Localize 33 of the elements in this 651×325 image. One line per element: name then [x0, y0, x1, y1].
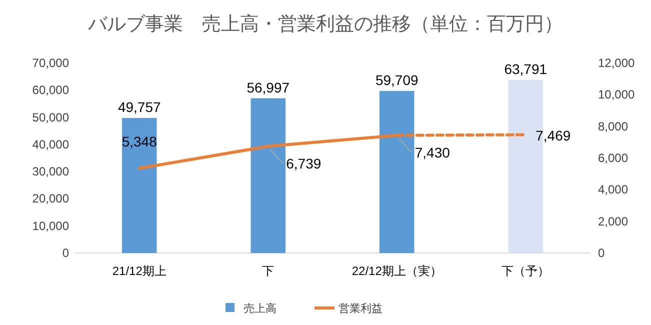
y-tick-label: 60,000: [32, 83, 70, 98]
bar: [379, 90, 414, 253]
x-tick-label: 下（予）: [502, 264, 550, 278]
legend-label: 営業利益: [338, 302, 382, 315]
data-label: 63,791: [504, 60, 548, 77]
y-tick-label: 40,000: [32, 137, 70, 152]
data-label: 7,469: [536, 128, 571, 144]
y2-tick-label: 10,000: [598, 88, 636, 102]
data-label: 56,997: [246, 79, 290, 96]
data-label: 59,709: [375, 72, 418, 88]
y2-tick-label: 8,000: [598, 119, 628, 134]
y-tick-label: 10,000: [32, 218, 70, 233]
y-tick-label: 30,000: [32, 164, 70, 179]
y-tick-label: 50,000: [32, 110, 70, 124]
y-tick-label: 0: [62, 246, 70, 260]
y2-tick-label: 2,000: [598, 214, 628, 228]
y2-tick-label: 6,000: [598, 151, 628, 165]
y2-tick-label: 0: [598, 246, 605, 260]
x-tick-label: 下: [262, 264, 274, 278]
y2-tick-label: 12,000: [598, 56, 636, 70]
y-tick-label: 20,000: [32, 192, 70, 206]
x-tick-label: 21/12期上: [112, 264, 166, 278]
chart-title: バルブ事業 売上高・営業利益の推移（単位：百万円）: [87, 13, 563, 35]
x-tick-label: 22/12期上（実）: [352, 264, 442, 278]
bar: [122, 118, 157, 253]
bar: [250, 98, 286, 253]
legend-label: 売上高: [244, 302, 276, 315]
data-label: 7,430: [414, 144, 450, 160]
y2-tick-label: 4,000: [598, 182, 628, 197]
y-tick-label: 70,000: [32, 56, 70, 70]
data-label: 49,757: [118, 98, 161, 115]
data-label: 5,348: [122, 133, 158, 150]
data-label: 6,739: [286, 155, 322, 172]
